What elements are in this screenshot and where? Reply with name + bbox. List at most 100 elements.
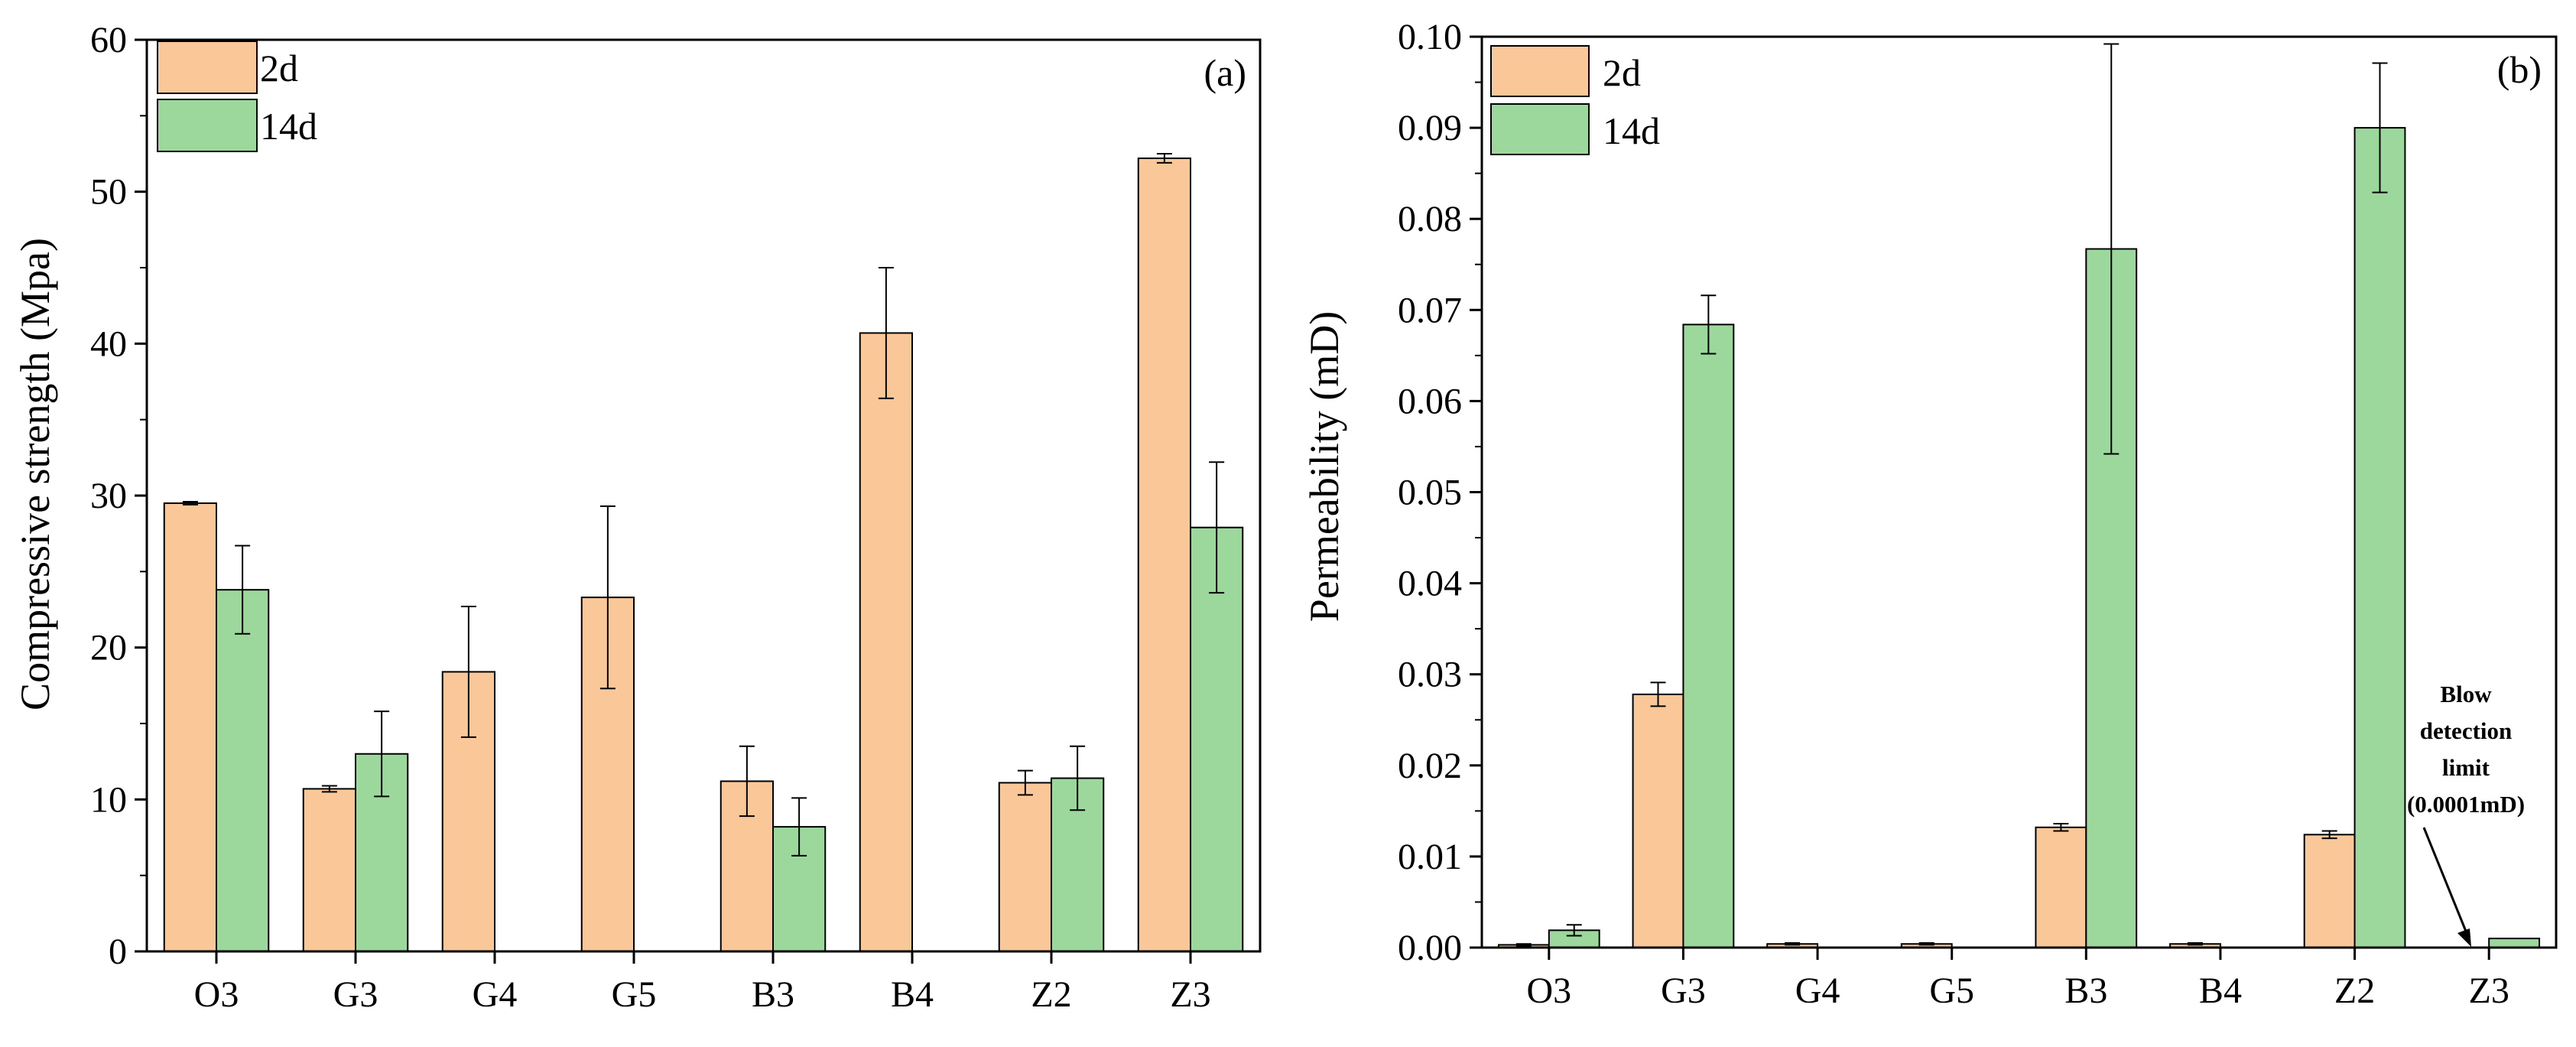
x-tick-label-G4: G4 — [473, 974, 518, 1015]
bar-2d-G3 — [302, 788, 356, 953]
panel-b-permeability: Permeability (mD) (b) 2d 14d Blow detect… — [1301, 17, 2558, 1011]
x-tick-label-Z2: Z2 — [2334, 971, 2375, 1011]
axes: 0 10 20 30 40 50 60 O3 G3 G4 G5 B3 B4 Z2 Z3 — [90, 20, 1262, 1015]
legend-label-2d: 2d — [1603, 51, 1641, 94]
annotation-line-1: Blow — [2440, 681, 2492, 707]
error-bar-2d-B3 — [2053, 823, 2069, 832]
annotation-arrow-shaft — [2422, 827, 2471, 941]
y-tick-label: 0.05 — [1398, 473, 1462, 513]
error-bar-2d-G3 — [1650, 681, 1666, 707]
error-bar-14d-B3 — [791, 797, 807, 857]
error-bar-2d-Z3 — [1156, 153, 1172, 164]
panel-a-label: (a) — [1204, 51, 1247, 94]
panel-b-label: (b) — [2497, 48, 2542, 91]
y-tick-label: 0 — [109, 932, 127, 972]
bar-2d-Z3 — [1137, 157, 1191, 953]
error-bar-2d-G5 — [599, 505, 616, 690]
error-bar-2d-G3 — [321, 785, 337, 793]
error-bar-2d-B3 — [739, 745, 755, 818]
legend-label-14d: 14d — [1603, 109, 1660, 152]
error-bar-2d-O3 — [1515, 943, 1532, 947]
annotation-arrowhead-icon — [2457, 928, 2471, 947]
bar-14d-Z2 — [2353, 127, 2406, 949]
y-tick-label: 0.01 — [1398, 837, 1462, 877]
error-bar-2d-Z2 — [2321, 830, 2337, 840]
y-tick-label: 60 — [90, 20, 127, 60]
x-tick-label-Z2: Z2 — [1031, 974, 1071, 1015]
x-tick-label-G3: G3 — [333, 974, 378, 1015]
y-tick-label: 0.04 — [1398, 564, 1462, 604]
error-bar-2d-B4 — [878, 267, 894, 399]
bar-2d-Z2 — [998, 782, 1052, 952]
error-bar-2d-O3 — [182, 500, 198, 506]
annotation-line-4: (0.0001mD) — [2407, 791, 2525, 818]
legend-swatch-14d — [1490, 103, 1590, 155]
x-tick-label-O3: O3 — [194, 974, 239, 1015]
bar-2d-G3 — [1632, 693, 1684, 949]
bar-2d-B3 — [2035, 826, 2087, 949]
x-tick-label-B4: B4 — [891, 974, 934, 1015]
y-tick-label: 0.06 — [1398, 381, 1462, 421]
bar-14d-O3 — [216, 589, 270, 952]
x-tick-label-B4: B4 — [2199, 971, 2242, 1011]
x-tick-label-O3: O3 — [1526, 971, 1571, 1011]
y-tick-label: 50 — [90, 172, 127, 213]
x-tick-label-G3: G3 — [1661, 971, 1706, 1011]
x-tick-label-G4: G4 — [1795, 971, 1840, 1011]
y-tick-label: 0.02 — [1398, 746, 1462, 786]
legend-entry-2d: 2d — [1490, 45, 1641, 97]
y-tick-label: 0.10 — [1398, 17, 1462, 57]
y-tick-label: 20 — [90, 628, 127, 668]
bars-group — [163, 153, 1244, 953]
error-bar-2d-G4 — [1785, 942, 1801, 946]
annotation-line-3: limit — [2442, 754, 2490, 781]
y-tick-label: 0.03 — [1398, 655, 1462, 695]
error-bar-2d-G5 — [1918, 942, 1934, 946]
y-tick-label: 30 — [90, 476, 127, 516]
y-tick-label: 10 — [90, 779, 127, 820]
error-bar-14d-G3 — [374, 710, 390, 798]
error-bar-14d-Z2 — [1070, 745, 1086, 811]
panel-a-compressive-strength: Compressive strength (Mpa) (a) 2d 14d 0 1… — [12, 20, 1262, 1015]
bar-2d-B4 — [859, 332, 913, 952]
error-bar-14d-Z2 — [2372, 62, 2388, 193]
bar-2d-Z2 — [2303, 834, 2356, 948]
error-bar-2d-Z2 — [1017, 769, 1033, 796]
panel-b-legend: 2d 14d — [1490, 45, 1660, 155]
error-bar-2d-B4 — [2188, 942, 2204, 946]
legend-swatch-2d — [157, 41, 258, 94]
legend-label-14d: 14d — [260, 105, 317, 148]
panel-b-y-axis-title: Permeability (mD) — [1301, 311, 1347, 622]
legend-entry-14d: 14d — [157, 99, 317, 152]
bar-14d-G3 — [1682, 324, 1735, 948]
y-tick-label: 0.09 — [1398, 108, 1462, 148]
x-tick-label-Z3: Z3 — [1170, 974, 1210, 1015]
y-tick-label: 40 — [90, 324, 127, 364]
y-tick-label: 0.00 — [1398, 928, 1462, 968]
x-tick-label-B3: B3 — [2064, 971, 2107, 1011]
x-tick-label-G5: G5 — [1929, 971, 1974, 1011]
legend-swatch-14d — [157, 99, 258, 152]
error-bar-14d-G3 — [1701, 294, 1717, 355]
error-bar-14d-Z3 — [1209, 461, 1225, 594]
detection-limit-annotation: Blow detection limit (0.0001mD) — [2407, 681, 2525, 947]
bar-14d-Z3 — [2488, 938, 2541, 948]
bars-group — [1497, 43, 2541, 949]
axes: 0.00 0.01 0.02 0.03 0.04 0.05 0.06 0.07 0.08 0.09… — [1398, 17, 2558, 1011]
error-bar-14d-O3 — [1566, 924, 1582, 937]
error-bar-2d-G4 — [460, 606, 476, 738]
bar-2d-O3 — [163, 502, 217, 952]
x-tick-label-B3: B3 — [752, 974, 794, 1015]
x-tick-label-Z3: Z3 — [2469, 971, 2509, 1011]
legend-label-2d: 2d — [260, 47, 298, 89]
panel-a-y-axis-title: Compressive strength (Mpa) — [12, 238, 58, 710]
x-tick-label-G5: G5 — [612, 974, 657, 1015]
error-bar-14d-B3 — [2103, 43, 2120, 455]
y-tick-label: 0.08 — [1398, 199, 1462, 239]
annotation-line-2: detection — [2420, 717, 2513, 744]
legend-entry-2d: 2d — [157, 41, 298, 94]
y-tick-label: 0.07 — [1398, 290, 1462, 330]
